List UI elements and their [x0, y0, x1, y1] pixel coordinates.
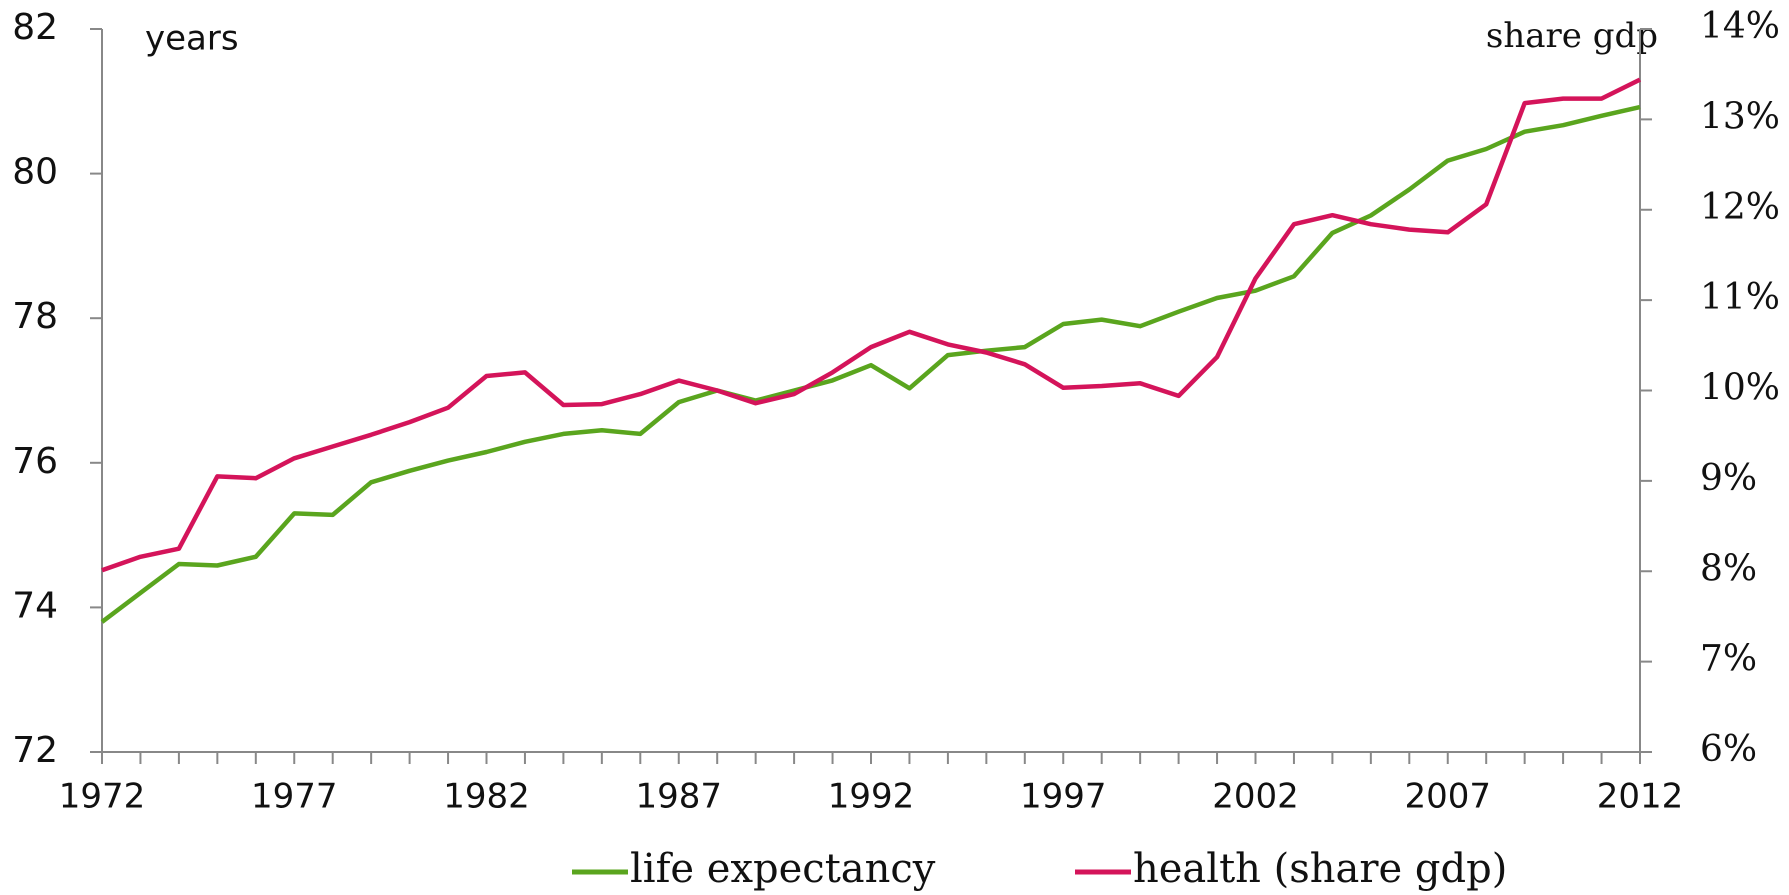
x-tick-label: 1997 — [1020, 777, 1107, 817]
y2-tick-label: 7% — [1700, 639, 1757, 680]
y2-axis-label: share gdp — [1486, 16, 1658, 56]
y-tick-label: 82 — [12, 7, 58, 48]
y2-tick-label: 14% — [1700, 6, 1780, 47]
x-tick-label: 1992 — [828, 777, 915, 817]
y2-tick-label: 13% — [1700, 96, 1780, 137]
y-tick-label: 72 — [12, 730, 58, 771]
series-line — [101, 77, 1641, 573]
x-tick-label: 2012 — [1597, 777, 1684, 817]
y-tick-label: 74 — [12, 585, 58, 626]
x-tick-label: 1972 — [59, 777, 146, 817]
y2-tick-label: 8% — [1700, 548, 1757, 589]
x-tick-label: 1987 — [635, 777, 722, 817]
y-axis-label: years — [145, 19, 239, 59]
y2-tick-label: 11% — [1700, 277, 1780, 318]
y2-tick-label: 9% — [1700, 458, 1757, 499]
y-tick-label: 78 — [12, 296, 58, 337]
x-tick-label: 1982 — [443, 777, 530, 817]
y2-tick-label: 10% — [1700, 368, 1780, 409]
series-line — [100, 104, 1641, 624]
y2-tick-label: 12% — [1700, 187, 1780, 228]
x-tick-label: 2007 — [1404, 777, 1491, 817]
x-tick-label: 2002 — [1212, 777, 1299, 817]
x-tick-label: 1977 — [251, 777, 338, 817]
y2-tick-label: 6% — [1700, 729, 1757, 770]
y-tick-label: 80 — [12, 152, 58, 193]
legend-label: life expectancy — [630, 846, 936, 892]
y-tick-label: 76 — [12, 441, 58, 482]
legend-label: health (share gdp) — [1133, 846, 1507, 892]
